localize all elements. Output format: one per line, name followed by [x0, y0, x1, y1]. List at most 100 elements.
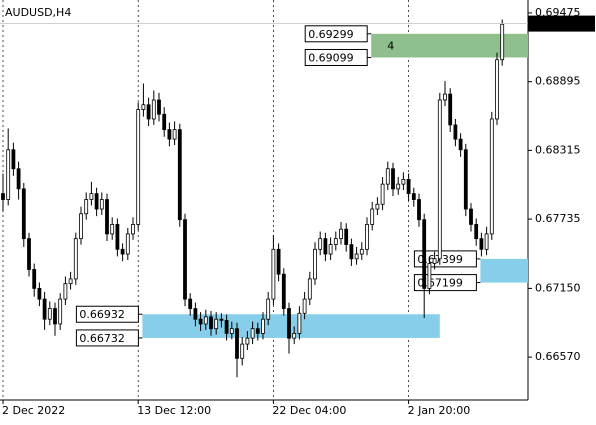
candle-body [255, 328, 260, 334]
candle-body [443, 93, 447, 101]
candle-body [453, 124, 458, 140]
candle-body [151, 99, 156, 120]
y-tick-label: 0.66570 [535, 350, 581, 363]
candle-body [479, 238, 484, 250]
candle-body [297, 312, 302, 334]
candle-body [68, 278, 73, 285]
candle-body [432, 258, 437, 264]
candle-body [417, 199, 421, 221]
candle-body [489, 118, 494, 235]
candle-body [11, 149, 16, 170]
candle-body [188, 298, 193, 309]
candle-body [115, 224, 120, 250]
candle-body [177, 129, 182, 221]
candle-body [271, 248, 276, 300]
candle-body [354, 253, 359, 260]
candle-body [427, 263, 432, 289]
candle-body [245, 337, 250, 345]
candle-body [240, 343, 245, 359]
candle-body [469, 208, 473, 225]
last-price-label: 0.69385 [535, 18, 581, 31]
candle-body [105, 199, 109, 235]
last-price-box [528, 15, 595, 32]
candle-body [219, 318, 224, 321]
candle-body [307, 278, 312, 300]
candle-body [203, 316, 208, 325]
candle-body [495, 59, 499, 120]
candle-body [474, 224, 479, 240]
candle-body [287, 308, 291, 339]
candle-body [458, 138, 463, 151]
candle-body [281, 273, 286, 309]
zone [142, 314, 440, 338]
candle-body [58, 298, 63, 325]
candle-body [1, 193, 5, 200]
candle-body [214, 318, 219, 330]
candle-body [47, 308, 52, 320]
candle-body [380, 183, 385, 205]
chart-title: AUDUSD,H4 [5, 6, 71, 19]
candle-body [375, 203, 380, 210]
candle-body [73, 238, 78, 280]
y-tick-label: 0.67150 [535, 281, 581, 294]
candle-body [422, 219, 427, 289]
candle-body [209, 316, 213, 330]
price-tag: 0.66932 [79, 308, 125, 321]
candle-body [339, 228, 343, 240]
candle-body [224, 319, 229, 334]
candle-body [411, 193, 416, 200]
x-tick-label: 2 Jan 20:00 [408, 404, 471, 417]
candle-body [21, 188, 26, 240]
candle-body [110, 224, 115, 235]
candle-body [183, 219, 187, 300]
candle-body [391, 168, 395, 190]
candle-body [136, 109, 141, 225]
candle-body [463, 149, 468, 210]
candle-body [146, 104, 151, 120]
candle-body [349, 244, 354, 260]
candle-body [193, 308, 198, 320]
candle-body [313, 248, 317, 280]
candle-body [37, 288, 42, 300]
candle-body [266, 298, 271, 320]
candle-body [229, 328, 234, 334]
candle-body [167, 129, 172, 140]
x-tick-label: 22 Dec 04:00 [272, 404, 346, 417]
candle-body [6, 149, 11, 200]
candle-body [406, 179, 411, 195]
candle-body [359, 248, 364, 255]
candle-body [250, 328, 255, 339]
zone [371, 33, 528, 58]
candle-body [370, 208, 375, 225]
y-tick-label: 0.68895 [535, 75, 581, 88]
candle-body [63, 283, 68, 300]
price-tag: 0.69299 [308, 28, 354, 41]
candle-body [32, 269, 37, 289]
candle-body [235, 328, 239, 359]
candle-body [292, 333, 297, 339]
zone [480, 258, 528, 283]
candle-body [276, 248, 281, 275]
candle-body [53, 308, 57, 325]
candle-body [333, 238, 338, 245]
candle-body [198, 318, 203, 325]
candle-body [84, 199, 89, 215]
candle-body [89, 193, 94, 200]
candle-body [365, 224, 369, 250]
candle-body [120, 248, 125, 255]
candle-body [344, 228, 349, 245]
candle-body [125, 233, 130, 255]
candle-body [261, 318, 265, 334]
candle-body [385, 168, 390, 185]
candle-body [396, 183, 401, 190]
candle-body [42, 298, 47, 320]
candle-body [99, 199, 104, 210]
candle-body [27, 238, 31, 270]
candle-body [79, 213, 83, 240]
y-tick-label: 0.68315 [535, 143, 581, 156]
candle-body [94, 193, 99, 210]
candle-body [162, 113, 167, 131]
